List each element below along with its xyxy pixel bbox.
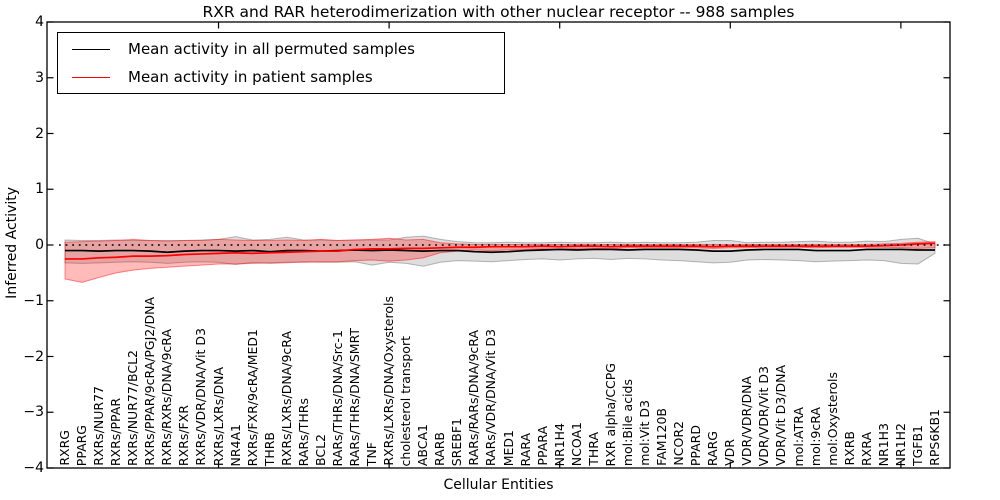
x-tick-label: RXRs/RXRs/DNA/9cRA — [159, 329, 175, 466]
x-tick-label: PPARA — [534, 426, 550, 466]
x-tick-label: RXRs/NUR77 — [91, 386, 107, 466]
x-tick-label: RXRB — [841, 431, 857, 466]
x-tick-label: VDR/VDR/Vit D3 — [756, 365, 772, 466]
x-tick-label: RXRs/PPAR/9cRA/PGJ2/DNA — [142, 297, 158, 466]
x-tick-label: RXRs/FXR/9cRA/MED1 — [244, 328, 260, 466]
y-tick-label: −2 — [23, 348, 44, 365]
x-tick-label: RARB — [432, 432, 448, 466]
y-tick-label: 2 — [35, 125, 44, 142]
x-tick-label: mol:9cRA — [807, 406, 823, 466]
patient-band — [64, 237, 936, 283]
legend: Mean activity in all permuted samples Me… — [57, 32, 505, 94]
x-tick-label: NR1H2 — [892, 422, 908, 466]
permuted-mean-line — [65, 248, 935, 254]
x-tick-label: RARs/THRs/DNA/SMRT — [347, 327, 362, 466]
x-tick-label: RARG — [705, 430, 721, 466]
x-tick-label: cholesterol transport — [398, 335, 414, 466]
x-tick-label: RARs/RARs/DNA/9cRA — [466, 330, 482, 466]
x-tick-label: RXRs/NUR77/BCL2 — [125, 350, 141, 466]
x-tick-label: VDR — [722, 439, 738, 466]
x-tick-label: RPS6KB1 — [927, 409, 942, 466]
legend-swatch-1 — [72, 76, 110, 78]
legend-label-permuted: Mean activity in all permuted samples — [128, 40, 415, 58]
y-tick-label: −3 — [23, 404, 44, 421]
x-tick-label: RXRs/FXR — [176, 404, 192, 466]
x-tick-label: TNF — [364, 441, 380, 466]
x-tick-label: NR4A1 — [227, 423, 243, 467]
x-tick-label: RXRs/LXRs/DNA — [210, 366, 226, 466]
x-tick-label: mol:ATRA — [790, 406, 806, 466]
patient-mean-line — [65, 242, 936, 260]
x-tick-label: NR1H4 — [551, 422, 567, 466]
x-tick-label: RXRs/VDR/DNA/Vit D3 — [193, 328, 209, 466]
x-tick-label: PPARD — [688, 424, 704, 466]
x-tick-label: NR1H3 — [875, 422, 891, 466]
x-tick-label: RXRA — [858, 432, 874, 466]
x-tick-label: RXRs/LXRs/DNA/9cRA — [278, 331, 294, 466]
x-tick-label: MED1 — [500, 429, 516, 466]
x-tick-label: VDR/Vit D3/DNA — [773, 364, 789, 466]
x-tick-label: mol:Vit D3 — [637, 400, 652, 466]
x-tick-label: RXRs/PPAR — [108, 397, 124, 466]
x-tick-label: THRB — [261, 431, 277, 466]
x-axis-title: Cellular Entities — [443, 477, 554, 493]
legend-item-patient: Mean activity in patient samples — [72, 68, 504, 86]
x-tick-label: FAM120B — [654, 408, 670, 466]
y-tick-label: 0 — [35, 237, 44, 253]
x-tick-label: RXRs/LXRs/DNA/Oxysterols — [381, 296, 397, 466]
y-tick-label: 4 — [35, 14, 44, 30]
x-tick-label: THRA — [585, 432, 601, 466]
x-tick-label: SREBF1 — [449, 417, 465, 466]
x-tick-label: RXR alpha/CCPG — [602, 362, 618, 466]
x-tick-label: ABCA1 — [415, 423, 431, 466]
x-tick-label: RARs/THRs — [295, 397, 311, 466]
legend-swatch-0 — [72, 48, 110, 50]
y-tick-label: 1 — [35, 181, 44, 198]
y-tick-label: −1 — [23, 292, 44, 309]
y-tick-label: 3 — [35, 69, 44, 86]
x-tick-label: TGFB1 — [909, 424, 925, 466]
x-tick-label: mol:Oxysterols — [824, 372, 840, 466]
x-tick-label: PPARG — [74, 424, 90, 466]
x-tick-label: BCL2 — [312, 433, 328, 466]
chart-title: RXR and RAR heterodimerization with othe… — [202, 3, 795, 21]
x-tick-label: mol:Bile acids — [619, 378, 635, 466]
x-tick-label: RARs/THRs/DNA/Src-1 — [329, 329, 345, 466]
x-tick-label: RXRG — [57, 430, 72, 466]
legend-label-patient: Mean activity in patient samples — [128, 68, 373, 86]
x-tick-label: RARA — [517, 432, 533, 466]
x-tick-label: RARs/VDR/DNA/Vit D3 — [483, 328, 499, 466]
x-tick-label: VDR/VDR/DNA — [739, 376, 755, 466]
x-tick-label: NCOA1 — [568, 421, 584, 466]
y-tick-label: −4 — [23, 460, 44, 476]
legend-item-permuted: Mean activity in all permuted samples — [72, 40, 504, 58]
x-tick-label: NCOR2 — [671, 421, 687, 466]
